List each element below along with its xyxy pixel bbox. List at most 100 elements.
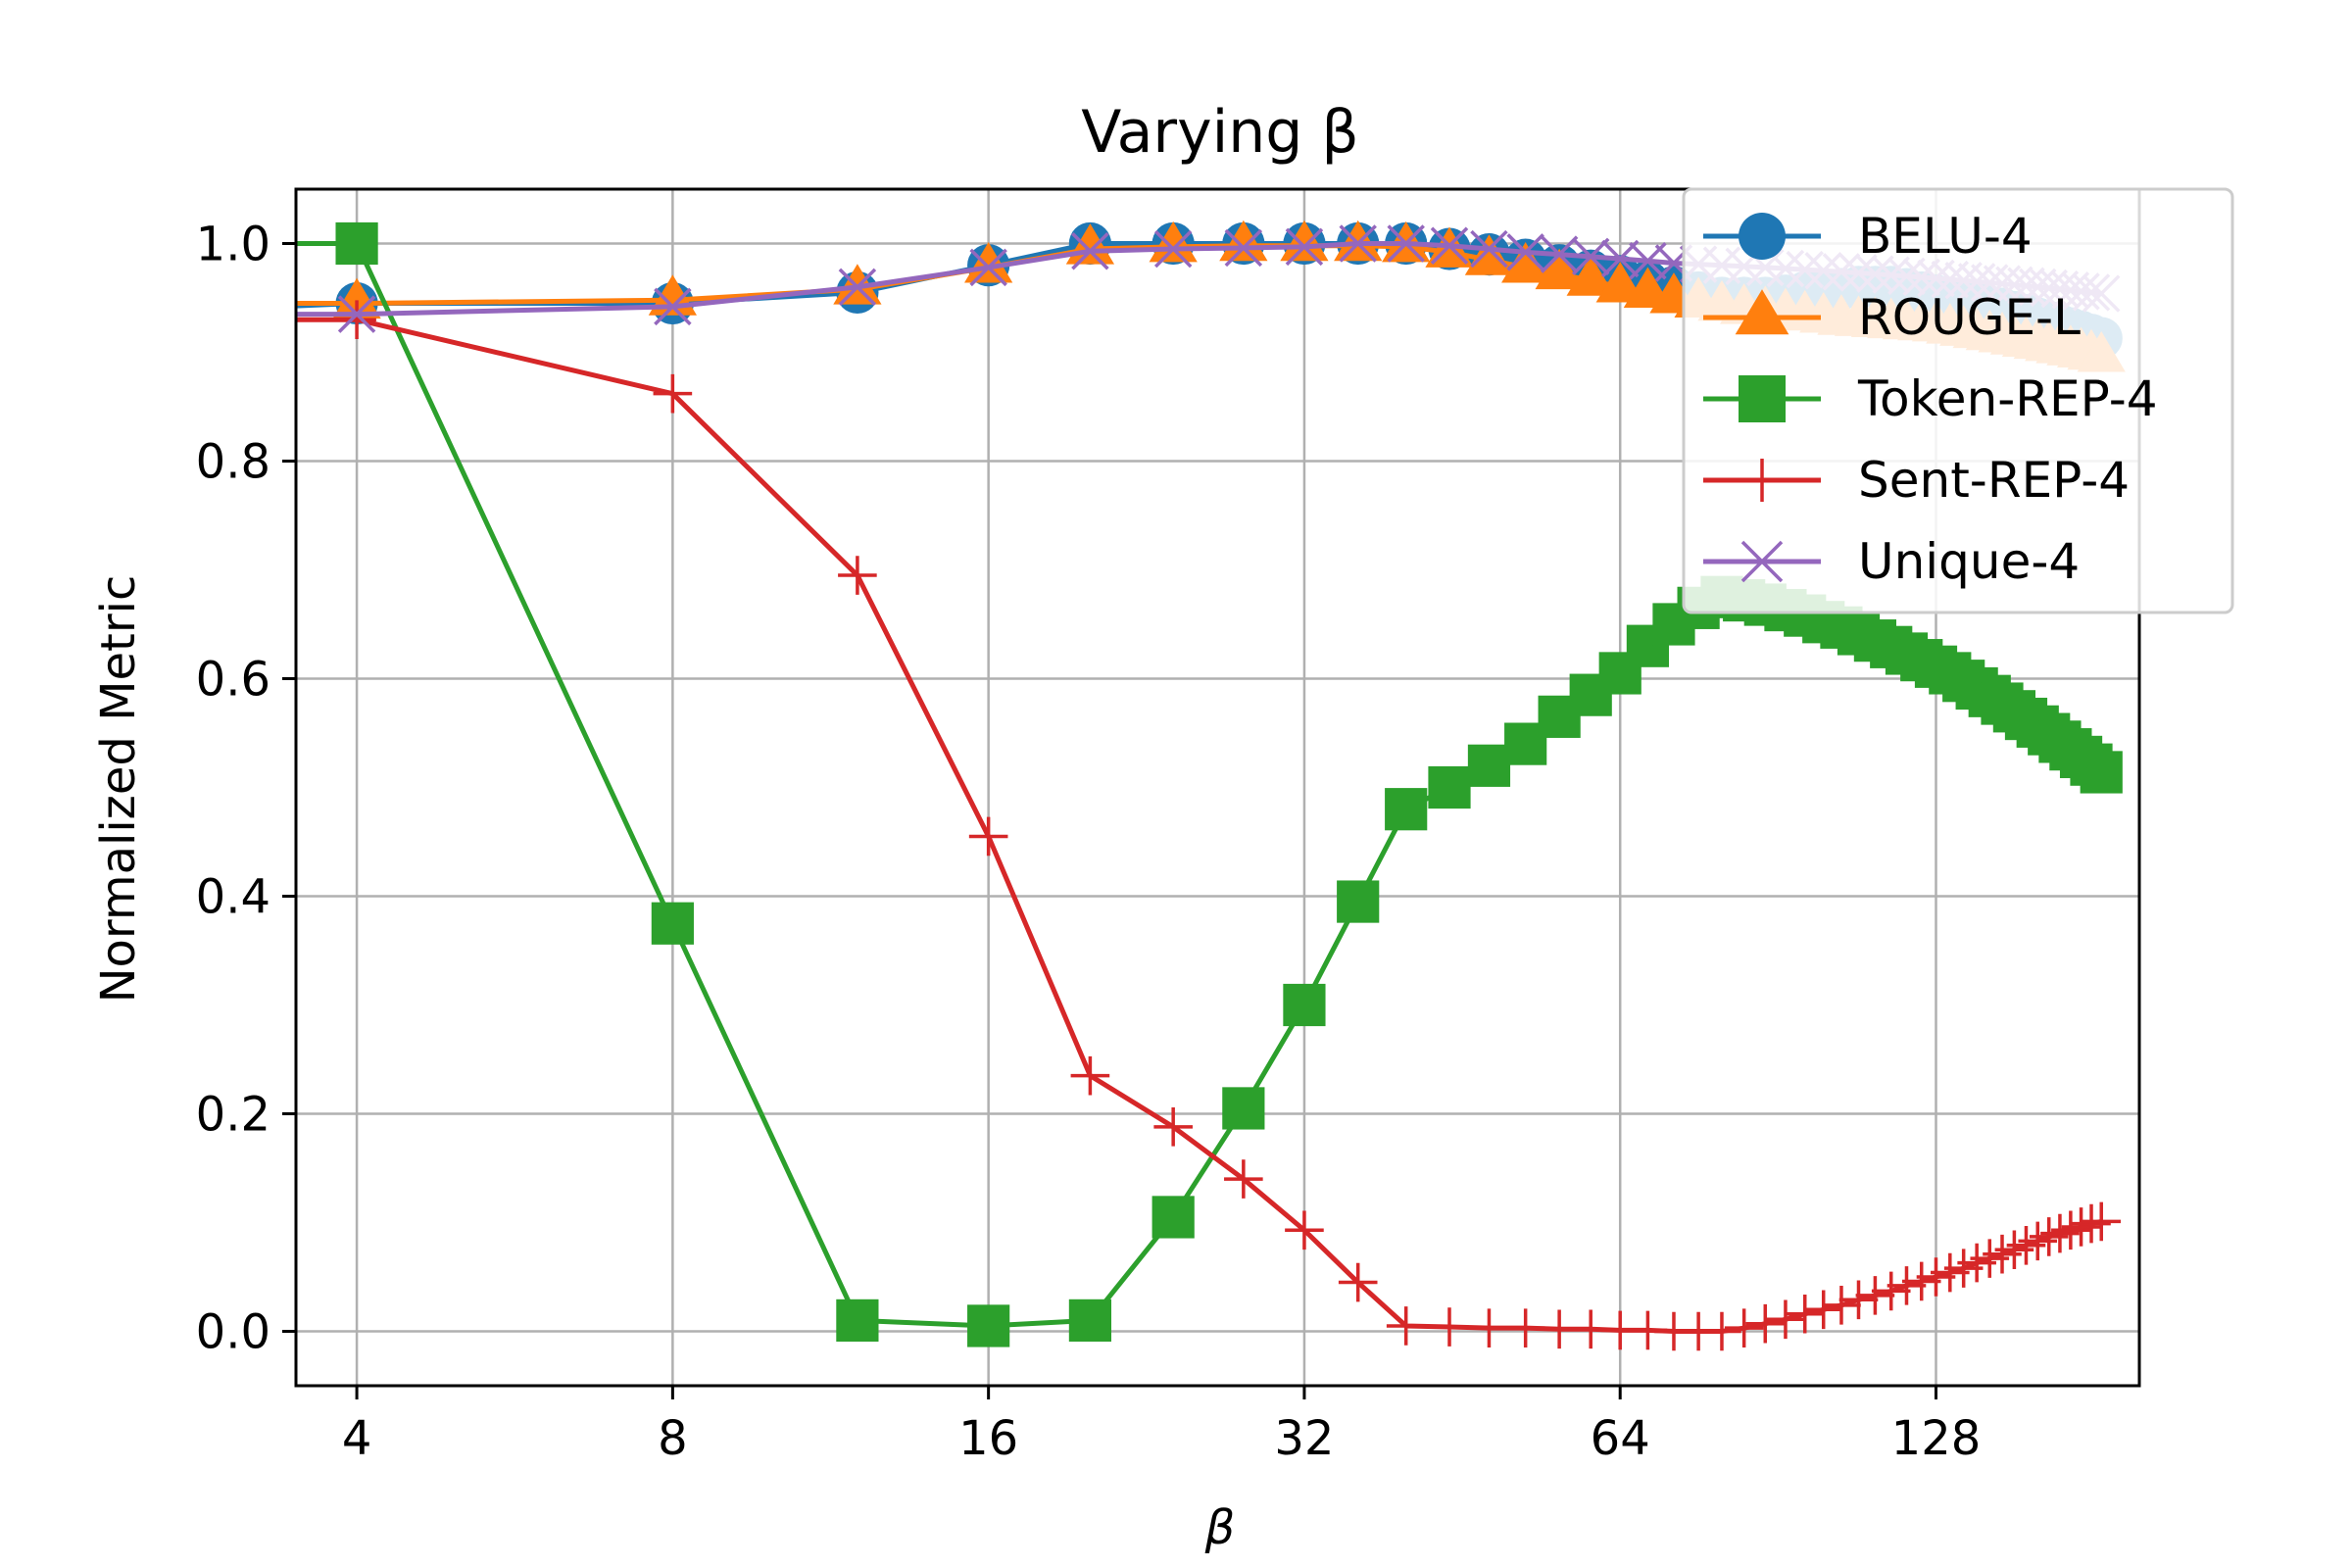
data-point	[838, 556, 877, 595]
y-axis: 0.0 0.2 0.4 0.6 0.8 1.0	[196, 218, 296, 1360]
data-point	[1467, 744, 1511, 787]
legend-marker	[1739, 213, 1786, 260]
legend-entry: Token-REP-4	[1703, 370, 2158, 427]
data-point	[337, 300, 376, 339]
data-point	[1152, 1196, 1195, 1239]
legend-entry: Unique-4	[1703, 533, 2080, 590]
data-point	[1070, 1055, 1110, 1096]
x-tick-label: 128	[1891, 1411, 1982, 1466]
legend-label: BELU-4	[1858, 208, 2033, 265]
series-markers	[335, 221, 2123, 1348]
data-point	[1501, 242, 1550, 283]
data-point	[1540, 235, 1579, 273]
data-point	[653, 373, 693, 414]
data-point	[964, 242, 1013, 283]
data-point	[1871, 1271, 1911, 1311]
data-point	[1337, 880, 1380, 923]
data-point	[335, 221, 378, 266]
data-point	[2029, 1217, 2069, 1256]
legend-label: Token-REP-4	[1857, 370, 2158, 427]
data-point	[2040, 1213, 2080, 1253]
data-point	[836, 1298, 879, 1342]
data-point	[1571, 237, 1610, 276]
x-axis-label: β	[1204, 1500, 1236, 1555]
data-point	[1219, 220, 1268, 262]
data-point	[1153, 1107, 1193, 1147]
data-point	[1280, 220, 1329, 262]
data-point	[1334, 220, 1383, 262]
data-point	[1595, 261, 1644, 303]
data-point	[1745, 1303, 1786, 1344]
data-point	[1766, 1299, 1805, 1340]
data-point	[1430, 226, 1469, 265]
data-point	[1283, 983, 1326, 1027]
data-point	[1855, 1276, 1895, 1315]
data-point	[1339, 224, 1377, 263]
data-point	[1505, 1308, 1545, 1348]
x-tick-label: 16	[958, 1411, 1018, 1466]
data-point	[1068, 1298, 1112, 1342]
legend-marker	[1735, 289, 1789, 335]
data-point	[1785, 1294, 1825, 1334]
data-point	[1469, 1308, 1509, 1348]
legend: BELU-4 ROUGE-L Token-REP-4 Sent-REP-4 Unique…	[1682, 187, 2234, 614]
legend-label: Unique-4	[1858, 533, 2080, 590]
data-point	[1071, 232, 1109, 270]
data-point	[1506, 233, 1544, 271]
legend-label: Sent-REP-4	[1858, 452, 2130, 509]
data-point	[833, 264, 882, 305]
data-point	[1387, 224, 1425, 263]
legend-box	[1682, 187, 2234, 614]
series-sent-rep-4	[296, 300, 2122, 1351]
data-point	[337, 295, 376, 333]
data-point	[1838, 1280, 1879, 1320]
legend-entry: ROUGE-L	[1703, 289, 2081, 346]
data-point	[1702, 1311, 1741, 1351]
data-point	[1822, 1286, 1861, 1325]
data-point	[838, 268, 877, 307]
data-point	[1285, 227, 1324, 267]
data-point	[1724, 1308, 1764, 1348]
y-axis-label: Normalized Metric	[91, 575, 146, 1004]
data-point	[2051, 1210, 2090, 1250]
y-tick-label: 0.2	[196, 1088, 270, 1143]
data-point	[2080, 751, 2123, 794]
legend-entry: Sent-REP-4	[1703, 452, 2130, 509]
y-tick-label: 0.6	[196, 653, 270, 708]
data-point	[1386, 1306, 1426, 1346]
data-point	[1566, 255, 1615, 296]
data-point	[1224, 1159, 1263, 1199]
legend-label: ROUGE-L	[1858, 289, 2081, 346]
data-point	[1428, 765, 1471, 809]
data-point	[332, 277, 381, 319]
data-point	[1385, 788, 1428, 831]
y-tick-label: 1.0	[196, 218, 270, 272]
y-tick-label: 0.4	[196, 870, 270, 925]
series-markers	[337, 300, 2122, 1351]
data-point	[1222, 1087, 1265, 1130]
legend-marker	[1740, 540, 1784, 583]
data-point	[654, 287, 692, 326]
data-point	[2061, 1207, 2101, 1247]
x-tick-label: 8	[658, 1411, 688, 1466]
data-point	[2082, 1201, 2122, 1242]
data-point	[1153, 229, 1193, 269]
legend-entry: BELU-4	[1703, 208, 2033, 265]
data-point	[1430, 1307, 1469, 1347]
x-tick-label: 4	[342, 1411, 372, 1466]
data-point	[968, 816, 1008, 857]
data-point	[1535, 248, 1584, 290]
plot-frame	[294, 187, 2141, 1388]
data-point	[1470, 229, 1508, 269]
x-tick-label: 64	[1591, 1411, 1650, 1466]
legend-marker	[1740, 459, 1784, 502]
legend-marker	[1739, 375, 1786, 422]
data-point	[969, 248, 1007, 287]
x-tick-label: 32	[1274, 1411, 1334, 1466]
y-tick-label: 0.8	[196, 435, 270, 490]
chart-title: Varying β	[1081, 98, 1358, 167]
data-point	[1464, 234, 1514, 275]
data-point	[2072, 1203, 2111, 1244]
data-point	[651, 902, 694, 945]
